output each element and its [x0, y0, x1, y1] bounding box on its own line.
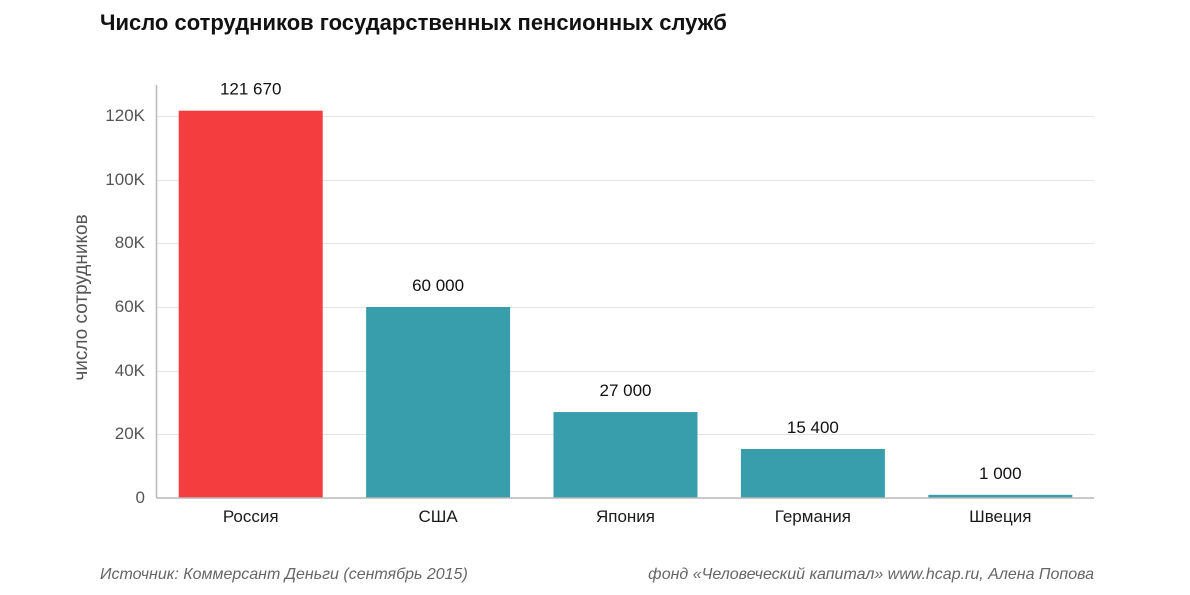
labels: 0 20K 40K 60K 80K 100K 120K число сотрудников 12…	[71, 80, 1031, 526]
y-tick-label: 80K	[115, 233, 146, 252]
bars	[178, 110, 1073, 498]
bar-1	[178, 110, 323, 498]
bar-4	[740, 448, 885, 498]
x-tick-label: Швеция	[969, 507, 1031, 526]
data-label: 27 000	[600, 381, 652, 400]
y-tick-label: 60K	[115, 297, 146, 316]
y-axis-title: число сотрудников	[71, 214, 92, 380]
footer-credit: фонд «Человеческий капитал» www.hcap.ru,…	[648, 566, 1094, 583]
data-label: 121 670	[220, 80, 281, 99]
data-label: 15 400	[787, 418, 839, 437]
data-label: 1 000	[979, 464, 1022, 483]
bar-3	[553, 412, 698, 498]
x-tick-label: Германия	[775, 507, 851, 526]
bar-2	[366, 307, 511, 498]
chart-title: Число сотрудников государственных пенсио…	[100, 10, 727, 35]
x-tick-label: Япония	[596, 507, 655, 526]
data-label: 60 000	[412, 276, 464, 295]
bar-5	[928, 494, 1073, 498]
axes	[155, 85, 1094, 499]
y-tick-label: 100K	[105, 170, 145, 189]
y-tick-label: 120K	[105, 106, 145, 125]
x-tick-label: Россия	[223, 507, 279, 526]
x-tick-label: США	[418, 507, 458, 526]
y-tick-label: 40K	[115, 361, 146, 380]
footer-source: Источник: Коммерсант Деньги (сентябрь 20…	[100, 566, 468, 583]
y-tick-label: 20K	[115, 424, 146, 443]
y-tick-label: 0	[136, 488, 145, 507]
